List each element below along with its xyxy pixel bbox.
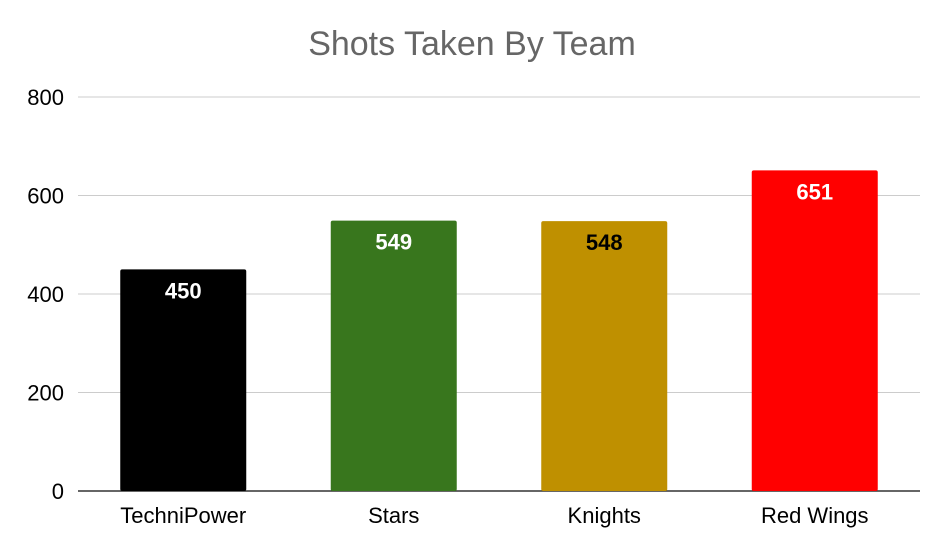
y-tick-label: 400 — [27, 282, 64, 307]
bar — [751, 170, 878, 491]
y-tick-label: 200 — [27, 381, 64, 406]
chart-title: Shots Taken By Team — [308, 25, 636, 63]
y-tick-label: 0 — [52, 479, 64, 504]
data-label: 548 — [586, 230, 623, 255]
x-tick-label: TechniPower — [120, 503, 246, 528]
bar — [541, 221, 668, 492]
x-tick-label: Red Wings — [761, 503, 869, 528]
data-label: 450 — [165, 278, 202, 303]
bar — [330, 220, 457, 491]
x-tick-label: Knights — [568, 503, 641, 528]
data-label: 651 — [796, 179, 833, 204]
y-tick-label: 600 — [27, 184, 64, 209]
y-tick-label: 800 — [27, 85, 64, 110]
data-label: 549 — [375, 230, 412, 255]
bar — [120, 269, 247, 491]
x-tick-label: Stars — [368, 503, 419, 528]
